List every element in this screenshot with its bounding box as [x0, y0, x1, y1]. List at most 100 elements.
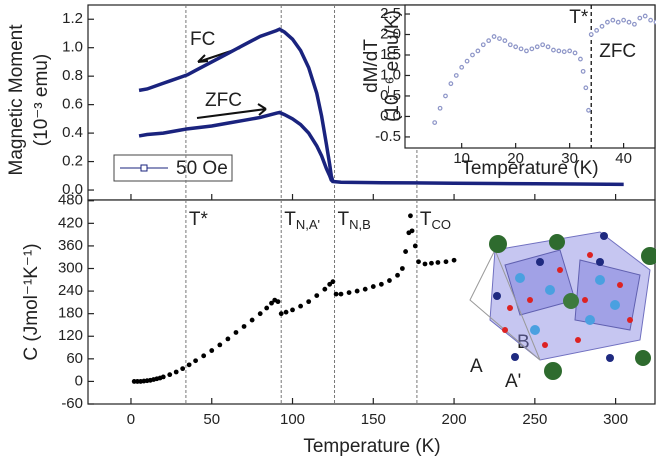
y-tick-label: 0.6 — [62, 96, 83, 113]
legend-swatch — [140, 164, 148, 172]
data-point — [551, 47, 556, 53]
data-point — [275, 299, 281, 305]
data-point — [448, 81, 454, 87]
y-tick-label: 240 — [58, 282, 83, 299]
marker-label-sub: CO — [432, 217, 452, 232]
data-point — [524, 48, 529, 54]
data-point — [480, 42, 486, 48]
data-point — [637, 15, 643, 21]
data-point — [298, 303, 303, 309]
series-annotation: ZFC — [205, 90, 242, 111]
x-tick-label: 150 — [361, 411, 386, 428]
data-point — [217, 342, 223, 348]
y-tick-label: -60 — [61, 395, 83, 412]
inset-y-unit: (10⁻⁶ emu/K) — [382, 10, 403, 122]
marker-label: T* — [189, 209, 209, 230]
data-point — [387, 278, 392, 283]
data-point — [429, 260, 434, 266]
marker-label-main: T — [338, 209, 350, 230]
data-point — [283, 309, 289, 315]
data-point — [497, 36, 502, 41]
data-point — [306, 299, 312, 305]
data-point — [322, 286, 328, 292]
data-point — [408, 213, 413, 219]
data-point — [545, 44, 551, 50]
data-point — [464, 58, 470, 64]
inset-frame — [404, 4, 656, 149]
data-point — [534, 44, 540, 50]
y-tick-label: 120 — [58, 327, 83, 344]
data-point — [507, 42, 513, 48]
data-point — [621, 17, 627, 23]
data-point — [518, 46, 524, 52]
y-tick-label: 0.5 — [380, 87, 401, 104]
data-point — [346, 290, 352, 295]
data-point — [475, 48, 481, 54]
data-point — [540, 42, 546, 48]
data-point — [561, 49, 567, 55]
data-point — [486, 38, 492, 44]
data-point — [399, 266, 405, 271]
data-point — [451, 257, 457, 263]
x-tick-label: 10 — [453, 150, 470, 167]
data-point — [578, 56, 583, 62]
marker-label-main: T — [284, 209, 296, 230]
data-point — [632, 21, 637, 27]
marker-label: T* — [569, 7, 589, 28]
data-point — [583, 85, 589, 91]
y-tick-label: 0 — [75, 372, 83, 389]
y-tick-label: 1.0 — [62, 39, 83, 56]
x-axis-label: Temperature (K) — [303, 436, 440, 457]
data-point — [572, 50, 578, 56]
data-point — [173, 369, 179, 375]
data-point — [241, 324, 247, 329]
data-point — [395, 272, 400, 278]
data-point — [416, 259, 421, 265]
data-point — [290, 307, 295, 313]
data-point — [370, 284, 376, 289]
y-tick-label: 1.0 — [380, 66, 401, 83]
data-point — [403, 249, 409, 254]
marker-label: TCO — [420, 209, 451, 232]
y-tick-label: 420 — [58, 214, 83, 231]
data-point — [225, 336, 231, 342]
y-tick-label: 60 — [66, 350, 83, 367]
data-point — [160, 374, 166, 380]
y-tick-label: 480 — [58, 192, 83, 209]
data-point — [610, 17, 616, 23]
data-point — [453, 73, 459, 78]
legend-box — [113, 154, 233, 182]
y-tick-label: -0.5 — [375, 128, 401, 145]
data-point — [186, 362, 192, 368]
data-point — [362, 286, 368, 292]
marker-label-sub: N,A' — [296, 217, 320, 232]
data-point — [327, 281, 333, 287]
data-point — [278, 311, 284, 317]
data-point — [605, 19, 610, 25]
inset-y-label: dM/dT — [361, 39, 382, 93]
data-point — [330, 279, 336, 285]
marker-label: TN,B — [338, 209, 371, 232]
data-point — [567, 48, 573, 54]
x-tick-label: 100 — [280, 411, 305, 428]
data-point — [193, 358, 198, 364]
y-axis-label: Magnetic Moment — [6, 24, 27, 176]
y-tick-label: 2.0 — [380, 25, 401, 42]
y-tick-label: 1.5 — [380, 46, 401, 63]
data-point — [269, 300, 274, 306]
data-point — [209, 348, 215, 353]
y-tick-label: 0.4 — [62, 124, 83, 141]
y-axis-unit: (10⁻³ emu) — [31, 54, 52, 146]
data-point — [443, 259, 449, 265]
structure-label: B — [517, 332, 530, 353]
data-point — [626, 19, 632, 25]
data-point — [648, 17, 654, 23]
data-point — [459, 64, 465, 70]
data-line — [138, 110, 335, 183]
data-point — [378, 281, 384, 287]
structure-label: A' — [505, 371, 521, 392]
data-point — [491, 34, 497, 39]
data-point — [594, 28, 600, 33]
y-tick-label: 360 — [58, 237, 83, 254]
